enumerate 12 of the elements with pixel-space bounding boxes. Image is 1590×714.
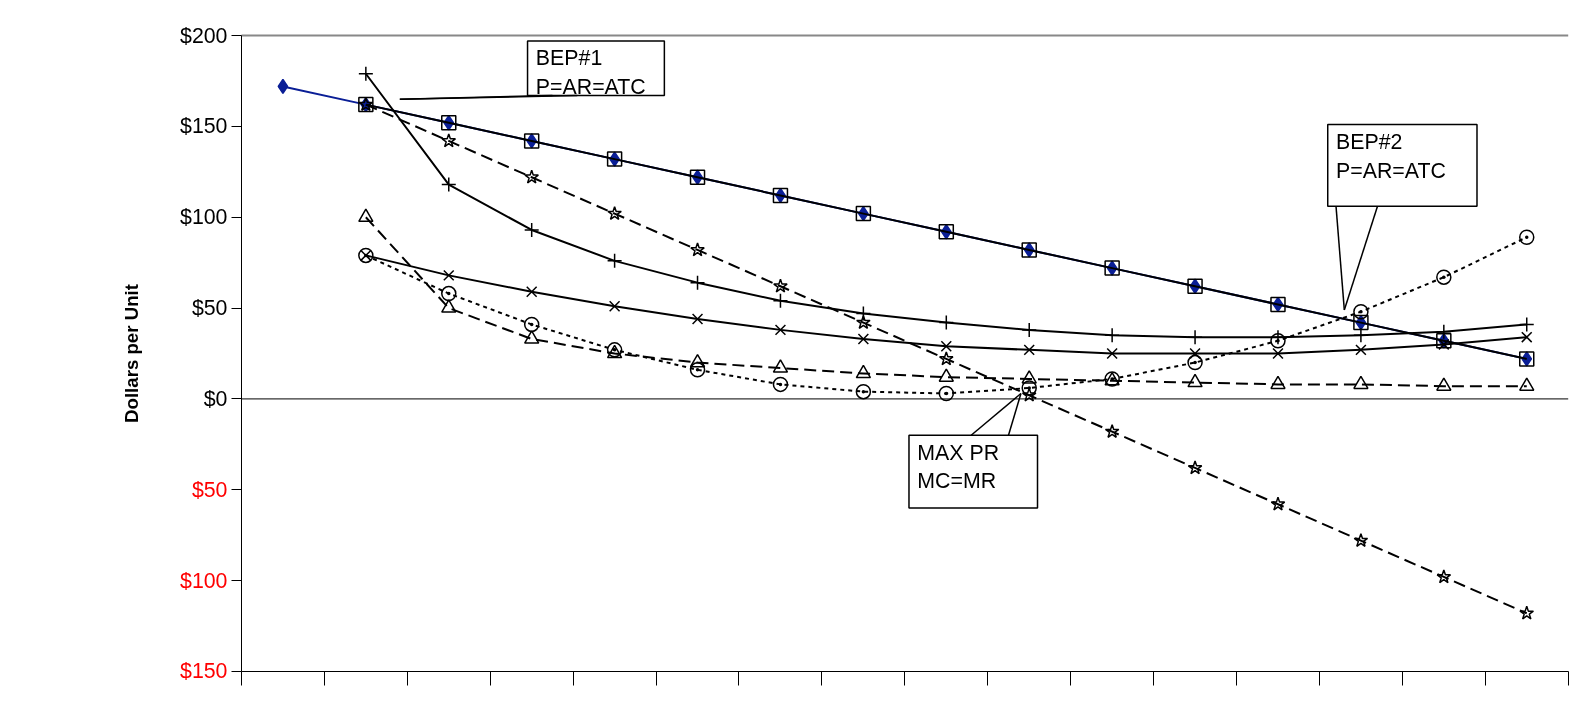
y-tick-label: $150	[180, 114, 228, 139]
y-axis-title: Dollars per Unit	[120, 284, 142, 423]
y-tick-label: $0	[203, 386, 228, 411]
y-tick-label: $100	[180, 205, 228, 230]
y-tick-label: $100	[180, 568, 228, 593]
y-tick-label: $50	[191, 296, 228, 321]
annotation: BEP#1 P=AR=ATC	[535, 46, 646, 100]
y-tick-label: $150	[180, 659, 228, 684]
annotation: MAX PR MC=MR	[917, 440, 1000, 494]
y-tick-label: $50	[191, 477, 228, 502]
annotation: BEP#2 P=AR=ATC	[1336, 130, 1446, 183]
y-tick-label: $200	[180, 23, 228, 48]
